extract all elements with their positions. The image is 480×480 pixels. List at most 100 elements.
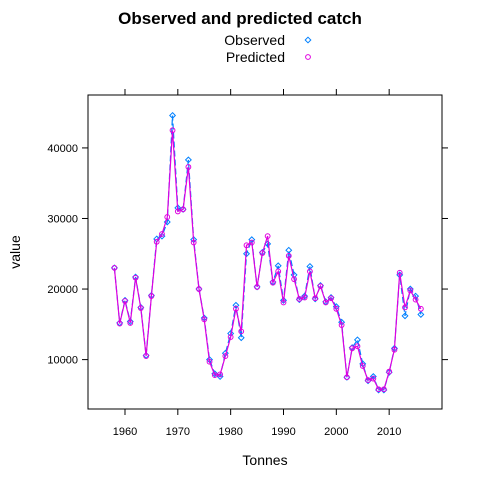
data-point-predicted (365, 377, 371, 383)
data-point-observed (169, 111, 177, 119)
series-observed (110, 111, 425, 394)
data-point-predicted (122, 298, 128, 304)
data-point-predicted (222, 353, 229, 359)
legend-marker-shape (304, 36, 312, 44)
y-tick-label: 30000 (47, 213, 78, 225)
data-point-predicted (333, 305, 340, 312)
data-point-predicted (148, 293, 155, 300)
x-tick-label: 1990 (271, 426, 295, 438)
data-point-predicted (111, 264, 118, 271)
data-point-observed (385, 368, 393, 376)
data-point-predicted (322, 299, 329, 306)
data-point-predicted (359, 363, 366, 369)
data-point-observed (417, 310, 425, 318)
legend: Observed Predicted (224, 32, 312, 65)
x-axis: 1960 1970 1980 1990 2000 2010 (113, 89, 401, 438)
data-point-predicted (227, 334, 234, 340)
data-point-predicted (127, 320, 134, 326)
data-point-predicted (143, 353, 150, 359)
data-point-predicted (190, 239, 197, 246)
data-point-predicted (206, 358, 213, 365)
data-point-observed (232, 301, 240, 309)
legend-marker-predicted (305, 54, 311, 60)
data-point-predicted (275, 268, 282, 275)
data-point-predicted (270, 279, 276, 286)
x-tick-label: 2010 (377, 426, 401, 438)
data-point-predicted (185, 164, 192, 170)
series-line-predicted (113, 130, 422, 390)
legend-marker-shape (305, 54, 311, 60)
data-point-observed (163, 218, 171, 226)
data-point-predicted (233, 305, 239, 312)
plot-frame (87, 94, 443, 410)
y-axis-label: value (7, 235, 23, 269)
data-point-predicted (243, 242, 250, 249)
data-point-predicted (116, 320, 123, 327)
data-point-predicted (132, 274, 139, 281)
data-point-predicted (370, 375, 377, 382)
series-line-observed (113, 115, 422, 391)
data-point-observed (279, 296, 287, 304)
x-axis-label: Tonnes (242, 452, 287, 468)
data-point-predicted (153, 238, 160, 245)
y-axis: 10000 20000 30000 40000 (47, 143, 448, 367)
data-point-observed (237, 334, 245, 342)
data-point-predicted (328, 295, 334, 302)
data-point-predicted (217, 371, 223, 378)
data-point-predicted (417, 305, 424, 312)
y-tick-label: 20000 (47, 284, 78, 296)
data-point-predicted (307, 268, 313, 275)
legend-label-observed: Observed (224, 32, 285, 48)
data-point-predicted (285, 252, 292, 259)
y-tick-label: 40000 (47, 143, 78, 155)
data-point-predicted (380, 386, 387, 393)
data-point-observed (243, 250, 251, 258)
data-point-predicted (248, 239, 255, 246)
data-point-observed (311, 295, 319, 303)
data-point-predicted (164, 214, 171, 220)
data-point-predicted (402, 304, 408, 311)
data-point-predicted (291, 276, 297, 283)
data-point-predicted (343, 374, 350, 381)
data-point-observed (301, 292, 309, 300)
data-point-predicted (264, 233, 271, 240)
data-point-predicted (169, 127, 176, 134)
x-tick-label: 1970 (166, 426, 190, 438)
data-point-predicted (312, 295, 319, 302)
data-point-observed (401, 312, 409, 320)
data-point-predicted (349, 345, 356, 352)
legend-marker-observed (304, 36, 312, 44)
x-tick-label: 1980 (218, 426, 242, 438)
data-point-predicted (301, 294, 308, 301)
data-point-predicted (211, 372, 218, 379)
data-point-observed (126, 317, 134, 326)
legend-label-predicted: Predicted (226, 49, 285, 65)
data-point-predicted (196, 286, 202, 292)
series-layer (110, 111, 425, 394)
data-point-predicted (174, 208, 181, 215)
data-point-predicted (412, 296, 419, 303)
data-point-observed (353, 336, 361, 344)
data-point-predicted (296, 296, 303, 302)
data-point-predicted (280, 299, 287, 306)
x-tick-label: 2000 (324, 426, 348, 438)
data-point-observed (211, 370, 219, 378)
data-point-predicted (396, 269, 403, 276)
data-point-observed (184, 156, 192, 164)
data-point-predicted (159, 231, 165, 237)
data-point-predicted (338, 322, 345, 328)
data-point-predicted (317, 283, 324, 290)
data-point-predicted (238, 328, 245, 335)
data-point-predicted (391, 346, 398, 353)
series-predicted (111, 127, 424, 393)
data-point-predicted (201, 316, 208, 323)
chart-title: Observed and predicted catch (118, 9, 362, 28)
data-point-predicted (354, 343, 361, 350)
data-point-predicted (407, 287, 414, 294)
data-point-predicted (386, 368, 393, 375)
data-point-predicted (137, 305, 144, 311)
data-point-predicted (180, 206, 187, 213)
data-point-predicted (259, 250, 266, 256)
data-point-predicted (254, 284, 260, 290)
